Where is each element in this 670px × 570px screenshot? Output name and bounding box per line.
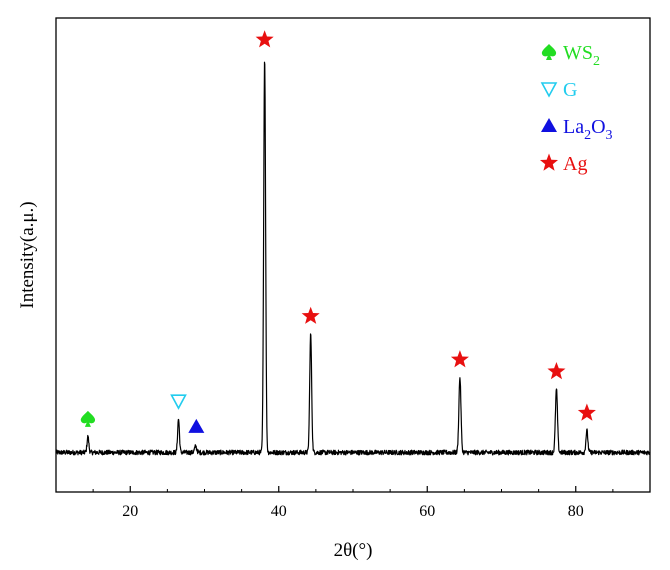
- x-axis-title: 2θ(°): [334, 540, 373, 561]
- legend-symbol-spade: [541, 44, 557, 60]
- legend-item: WS2: [541, 42, 600, 69]
- legend-label: WS2: [563, 42, 600, 69]
- phase-markers: [80, 30, 596, 433]
- y-axis-title: Intensity(a.μ.): [17, 201, 38, 308]
- x-axis-ticks: 20 40 60 80: [55, 486, 651, 520]
- x-tick-label: 40: [271, 503, 287, 520]
- xrd-trace: [55, 61, 651, 456]
- legend-symbol-triangle-up: [541, 118, 557, 132]
- marker-ws2-spade: [80, 410, 96, 427]
- marker-g-triangle-down-open: [170, 394, 187, 410]
- marker-ag-star: [255, 30, 274, 48]
- legend-symbol-triangle-down-open: [540, 82, 558, 98]
- x-tick-label: 80: [568, 503, 584, 520]
- legend-label: La2O3: [563, 116, 613, 143]
- plot-frame: [55, 17, 651, 493]
- legend-label: Ag: [563, 153, 587, 175]
- legend-item: G: [540, 79, 577, 101]
- marker-ag-star: [547, 362, 566, 380]
- marker-ag-star: [450, 350, 469, 368]
- x-tick-label: 60: [419, 503, 435, 520]
- legend-item: La2O3: [541, 116, 613, 143]
- legend-item: Ag: [539, 153, 587, 175]
- marker-ag-star: [301, 306, 320, 324]
- legend-label: G: [563, 79, 577, 101]
- legend-symbol-star: [539, 153, 559, 171]
- marker-la2o3-triangle-up: [188, 418, 205, 433]
- x-tick-label: 20: [122, 503, 138, 520]
- legend: WS2 G La2O3 Ag: [539, 42, 613, 175]
- marker-ag-star: [577, 403, 596, 421]
